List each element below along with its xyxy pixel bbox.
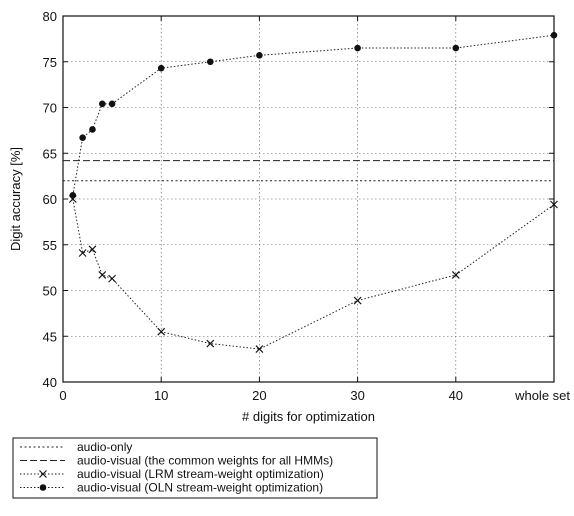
data-point xyxy=(88,245,97,254)
data-point xyxy=(78,249,87,257)
series-line xyxy=(72,34,555,196)
data-point xyxy=(255,345,264,353)
data-point xyxy=(354,44,361,52)
x-tick-label: 30 xyxy=(350,388,364,403)
y-tick-label: 70 xyxy=(43,101,57,116)
x-tick-label: 10 xyxy=(154,388,168,403)
data-point xyxy=(207,58,214,66)
series-2 xyxy=(68,195,558,353)
data-point xyxy=(69,192,77,199)
x-tick-label: 0 xyxy=(59,388,66,403)
data-point xyxy=(451,271,460,279)
y-tick-label: 55 xyxy=(43,238,57,253)
legend-label: audio-visual (the common weights for all… xyxy=(77,454,333,468)
y-tick-label: 60 xyxy=(43,192,57,207)
data-point xyxy=(157,327,166,336)
legend-label: audio-visual (LRM stream-weight optimiza… xyxy=(77,467,324,481)
y-tick-label: 75 xyxy=(43,55,57,70)
y-axis-ticks: 40 45 50 55 60 65 70 75 80 xyxy=(43,9,554,390)
data-point xyxy=(206,339,215,348)
series xyxy=(63,31,558,353)
x-tick-label: 20 xyxy=(252,388,266,403)
y-tick-label: 50 xyxy=(43,284,57,299)
legend-marker xyxy=(39,484,47,491)
data-point xyxy=(79,134,86,141)
data-point xyxy=(157,64,165,72)
legend-label: audio-visual (OLN stream-weight optimiza… xyxy=(77,481,323,495)
data-point xyxy=(452,44,460,52)
data-point xyxy=(98,100,106,108)
y-axis-title: Digit accuracy [%] xyxy=(8,147,23,251)
data-point xyxy=(89,126,96,133)
data-point xyxy=(98,271,107,279)
series-line xyxy=(72,198,555,350)
legend-item: audio-visual (the common weights for all… xyxy=(20,454,333,468)
legend-item: audio-visual (LRM stream-weight optimiza… xyxy=(20,467,324,481)
legend-box xyxy=(12,437,378,499)
y-tick-label: 80 xyxy=(43,9,57,24)
y-tick-label: 40 xyxy=(43,375,57,390)
legend-item: audio-visual (OLN stream-weight optimiza… xyxy=(20,481,323,495)
y-tick-label: 45 xyxy=(43,329,57,344)
x-tick-label: whole set xyxy=(514,388,570,403)
data-point xyxy=(550,200,558,209)
data-point xyxy=(108,274,116,283)
grid xyxy=(63,16,554,382)
x-axis-ticks: 0 10 20 30 40 whole set xyxy=(59,16,570,403)
x-tick-label: 40 xyxy=(449,388,463,403)
data-point xyxy=(256,52,263,59)
legend-item: audio-only xyxy=(20,440,132,454)
data-point xyxy=(550,31,558,39)
data-point xyxy=(353,296,362,305)
data-point xyxy=(108,100,116,108)
legend-marker xyxy=(39,470,47,478)
series-3 xyxy=(69,31,558,199)
y-tick-label: 65 xyxy=(43,146,57,161)
x-axis-title: # digits for optimization xyxy=(242,409,375,424)
legend-label: audio-only xyxy=(77,440,132,454)
